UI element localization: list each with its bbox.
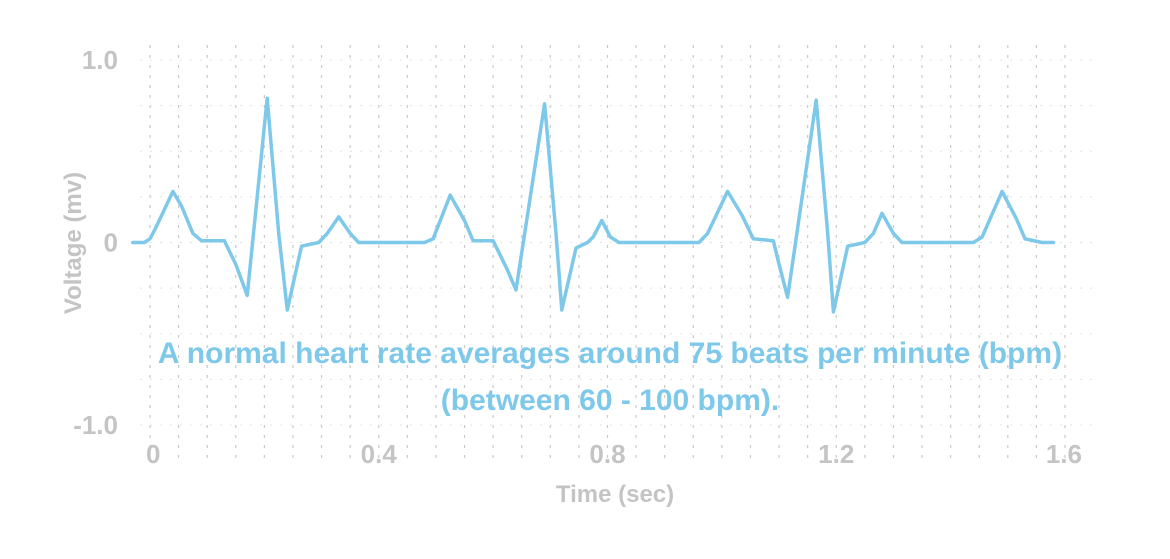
x-tick-label: 0 (146, 439, 160, 469)
y-axis-label: Voltage (mv) (60, 172, 87, 314)
y-tick-label: 0 (104, 228, 118, 258)
x-tick-label: 0.8 (589, 439, 625, 469)
x-axis-label: Time (sec) (556, 481, 674, 508)
annotation-line-2: (between 60 - 100 bpm). (441, 384, 779, 417)
x-axis-ticks: 0 0.4 0.8 1.2 1.6 (146, 439, 1082, 469)
x-tick-label: 1.2 (818, 439, 854, 469)
y-tick-label: -1.0 (73, 410, 118, 440)
x-tick-label: 1.6 (1046, 439, 1082, 469)
y-axis-ticks: 1.0 0 -1.0 (73, 45, 118, 440)
annotation-line-1: A normal heart rate averages around 75 b… (158, 337, 1062, 370)
ecg-series-line (131, 96, 1056, 314)
y-tick-label: 1.0 (82, 45, 118, 75)
x-tick-label: 0.4 (361, 439, 398, 469)
